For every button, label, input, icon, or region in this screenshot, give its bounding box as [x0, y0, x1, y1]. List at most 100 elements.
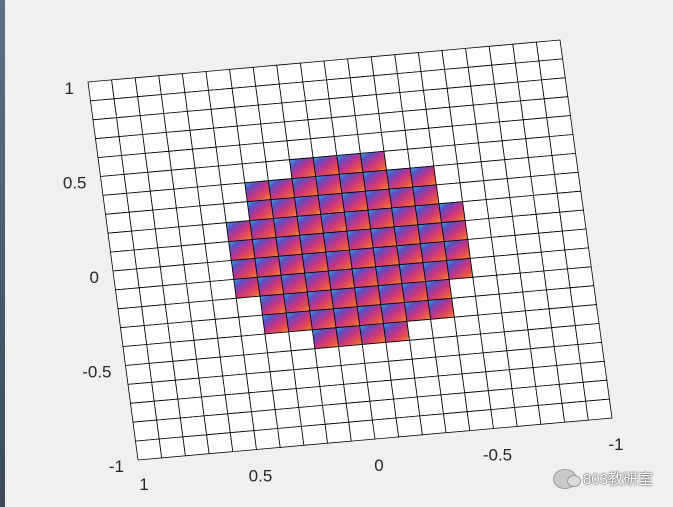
surface-cell — [198, 375, 226, 398]
surface-cell-colored — [386, 167, 414, 190]
surface-cell — [572, 304, 600, 327]
surface-cell-colored — [317, 192, 345, 215]
surface-cell — [512, 213, 540, 236]
surface-cell — [148, 360, 176, 383]
surface-cell — [582, 379, 610, 402]
surface-cell — [319, 383, 347, 406]
surface-cell — [205, 68, 233, 91]
surface-cell — [569, 285, 597, 308]
surface-cell — [132, 419, 160, 442]
surface-cell — [535, 211, 563, 234]
surface-cell — [482, 350, 510, 373]
surface-cell — [209, 278, 237, 301]
surface-cell-colored — [275, 234, 303, 257]
surface-cell — [499, 119, 527, 142]
surface-cell — [530, 173, 558, 196]
surface-cell — [428, 125, 456, 148]
surface-cell — [184, 89, 212, 112]
surface-cell — [469, 255, 498, 278]
surface-cell — [488, 215, 516, 238]
surface-cell-colored — [322, 230, 350, 253]
surface-cell — [409, 337, 437, 360]
surface-cell — [260, 121, 288, 144]
surface-cell — [340, 362, 368, 385]
surface-cell-colored — [404, 299, 432, 322]
surface-cell — [543, 268, 571, 291]
y-tick-label: 0.5 — [63, 174, 87, 193]
surface-cell-colored — [346, 228, 374, 251]
surface-cell — [530, 346, 558, 369]
surface-cell — [142, 131, 170, 154]
surface-cell — [546, 115, 574, 138]
surface-cell — [227, 411, 255, 434]
surface-cell — [253, 428, 281, 450]
surface-cell — [314, 346, 342, 369]
surface-cell — [220, 182, 248, 205]
surface-cell — [333, 134, 361, 156]
surface-cell — [504, 157, 532, 180]
surface-cell — [407, 146, 435, 169]
surface-cell — [477, 312, 505, 335]
surface-cell — [448, 276, 476, 299]
surface-cell — [107, 230, 135, 253]
surface-cell — [522, 117, 550, 140]
surface-cell — [199, 203, 227, 226]
surface-cell — [561, 228, 590, 251]
surface-cell-colored — [330, 287, 358, 310]
surface-cell — [192, 146, 220, 169]
surface-cell — [348, 419, 376, 442]
surface-cell — [158, 73, 186, 96]
surface-cell-colored — [414, 203, 442, 226]
surface-cell-colored — [244, 180, 272, 203]
surface-cell — [165, 129, 193, 152]
surface-cell — [417, 50, 446, 72]
surface-cell — [118, 134, 146, 156]
surface-cell-colored — [380, 302, 408, 324]
surface-cell — [388, 358, 416, 381]
surface-cell — [432, 335, 460, 358]
surface-cell — [181, 71, 209, 93]
surface-cell — [556, 362, 584, 385]
surface-cell — [553, 344, 581, 366]
surface-cell — [527, 327, 555, 350]
surface-cell — [193, 337, 221, 360]
surface-cell — [283, 119, 312, 142]
surface-cell — [141, 304, 169, 327]
surface-cell — [248, 390, 276, 413]
surface-cell-colored — [327, 268, 356, 291]
surface-cell — [446, 85, 474, 108]
y-tick-label: 1 — [65, 79, 74, 98]
surface-cell — [520, 98, 548, 121]
surface-cell — [257, 102, 285, 125]
surface-cell-colored — [349, 247, 377, 270]
surface-cell — [172, 358, 200, 381]
surface-cell — [514, 60, 543, 83]
surface-cell-colored — [356, 304, 384, 327]
surface-cell — [251, 409, 279, 432]
surface-cell-colored — [375, 264, 403, 287]
surface-cell-colored — [441, 220, 469, 243]
surface-cell — [373, 73, 401, 96]
surface-cell-colored — [417, 222, 445, 245]
surface-cell — [160, 92, 188, 114]
surface-cell — [219, 354, 247, 377]
surface-cell — [201, 394, 229, 417]
surface-cell-colored — [333, 306, 361, 329]
surface-cell — [470, 83, 498, 106]
surface-cell — [488, 43, 516, 66]
surface-cell — [503, 329, 532, 352]
surface-cell — [331, 115, 359, 138]
surface-cell — [293, 367, 321, 390]
surface-cell — [136, 266, 164, 289]
surface-cell — [307, 117, 335, 140]
surface-cell — [197, 184, 225, 207]
surface-cell — [559, 209, 587, 232]
surface-cell — [459, 352, 487, 375]
surface-grid — [87, 39, 613, 461]
surface-cell — [338, 344, 366, 366]
surface-cell — [375, 92, 403, 114]
surface-cell — [574, 323, 603, 345]
surface-cell — [546, 287, 574, 310]
surface-cell — [180, 243, 209, 266]
